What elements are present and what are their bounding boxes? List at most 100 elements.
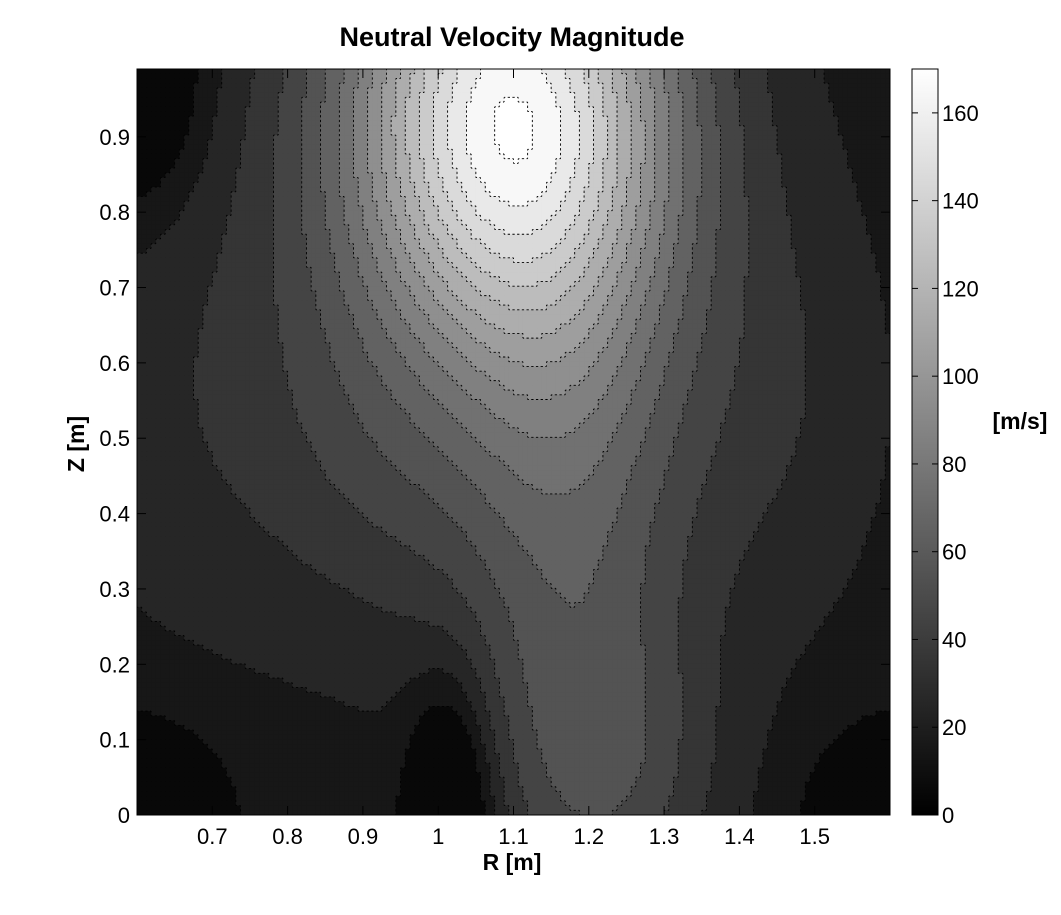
contour-cell (241, 215, 246, 220)
contour-cell (509, 102, 514, 107)
contour-cell (786, 97, 791, 102)
contour-cell (777, 135, 782, 140)
contour-cell (744, 140, 749, 145)
contour-cell (170, 187, 175, 192)
contour-cell (589, 168, 594, 173)
contour-cell (236, 201, 241, 206)
contour-cell (721, 182, 726, 187)
contour-cell (288, 130, 293, 135)
contour-cell (514, 154, 519, 159)
contour-cell (857, 182, 862, 187)
contour-cell (161, 182, 166, 187)
contour-cell (528, 173, 533, 178)
contour-cell (730, 126, 735, 131)
contour-cell (514, 145, 519, 150)
contour-cell (358, 102, 363, 107)
contour-cell (476, 140, 481, 145)
contour-cell (711, 187, 716, 192)
contour-cell (542, 211, 547, 216)
contour-cell (532, 88, 537, 93)
contour-cell (514, 163, 519, 168)
contour-cell (321, 154, 326, 159)
contour-cell (142, 135, 147, 140)
contour-cell (758, 97, 763, 102)
contour-cell (777, 206, 782, 211)
contour-cell (801, 135, 806, 140)
contour-cell (297, 88, 302, 93)
contour-cell (386, 107, 391, 112)
contour-cell (688, 145, 693, 150)
contour-cell (815, 168, 820, 173)
contour-cell (490, 83, 495, 88)
contour-cell (330, 88, 335, 93)
contour-cell (208, 102, 213, 107)
contour-cell (810, 145, 815, 150)
contour-cell (504, 78, 509, 83)
contour-cell (259, 196, 264, 201)
contour-cell (255, 159, 260, 164)
contour-cell (579, 83, 584, 88)
contour-cell (288, 102, 293, 107)
contour-cell (730, 159, 735, 164)
contour-cell (518, 145, 523, 150)
contour-cell (405, 116, 410, 121)
contour-cell (532, 154, 537, 159)
contour-cell (716, 69, 721, 74)
contour-cell (433, 97, 438, 102)
contour-cell (137, 215, 142, 220)
contour-cell (443, 173, 448, 178)
contour-cell (824, 201, 829, 206)
contour-cell (231, 116, 236, 121)
contour-cell (626, 196, 631, 201)
contour-cell (302, 168, 307, 173)
contour-cell (250, 187, 255, 192)
contour-cell (311, 97, 316, 102)
contour-cell (829, 74, 834, 79)
contour-cell (146, 145, 151, 150)
contour-cell (273, 145, 278, 150)
contour-cell (754, 116, 759, 121)
contour-cell (791, 135, 796, 140)
contour-cell (617, 88, 622, 93)
contour-cell (838, 192, 843, 197)
contour-cell (768, 211, 773, 216)
contour-cell (358, 93, 363, 98)
contour-cell (570, 69, 575, 74)
contour-cell (810, 159, 815, 164)
contour-cell (834, 201, 839, 206)
contour-cell (156, 140, 161, 145)
contour-cell (584, 187, 589, 192)
contour-cell (579, 182, 584, 187)
contour-cell (217, 130, 222, 135)
contour-cell (339, 178, 344, 183)
contour-cell (485, 206, 490, 211)
contour-cell (622, 126, 627, 131)
contour-cell (222, 196, 227, 201)
contour-cell (786, 102, 791, 107)
contour-cell (481, 159, 486, 164)
contour-cell (161, 168, 166, 173)
contour-cell (396, 107, 401, 112)
contour-cell (325, 93, 330, 98)
contour-cell (217, 187, 222, 192)
contour-cell (184, 215, 189, 220)
contour-cell (782, 145, 787, 150)
contour-cell (608, 107, 613, 112)
contour-cell (636, 159, 641, 164)
contour-cell (749, 145, 754, 150)
contour-cell (617, 102, 622, 107)
contour-cell (236, 102, 241, 107)
contour-cell (659, 154, 664, 159)
contour-cell (871, 168, 876, 173)
contour-cell (212, 121, 217, 126)
contour-cell (763, 145, 768, 150)
contour-cell (655, 69, 660, 74)
contour-cell (255, 130, 260, 135)
contour-cell (631, 102, 636, 107)
contour-cell (598, 196, 603, 201)
contour-cell (245, 215, 250, 220)
contour-cell (217, 149, 222, 154)
contour-cell (702, 154, 707, 159)
contour-cell (688, 159, 693, 164)
contour-cell (255, 206, 260, 211)
